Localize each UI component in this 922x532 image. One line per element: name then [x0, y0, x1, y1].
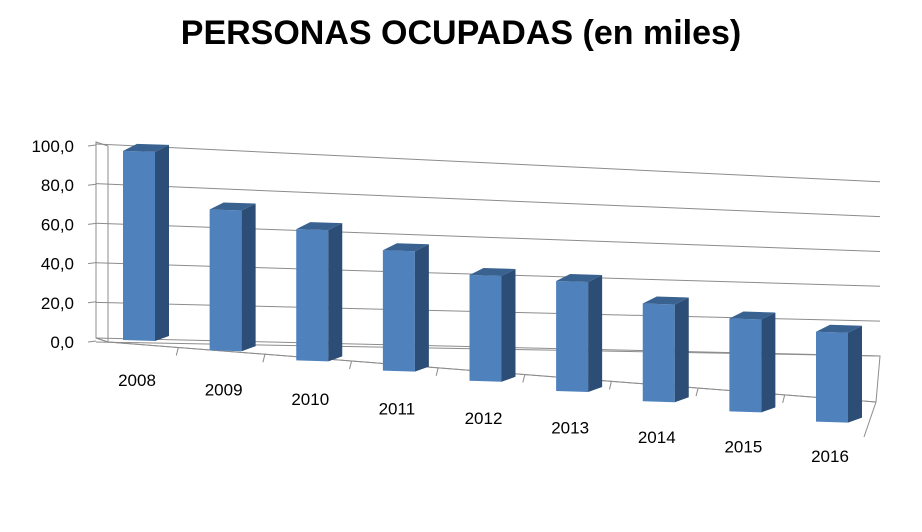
- x-tick-mark: [175, 347, 179, 356]
- y-tick-mark: [87, 340, 97, 343]
- bar-top: [123, 143, 169, 152]
- gridline: [95, 143, 881, 183]
- x-tick-label: 2011: [379, 400, 416, 419]
- bar: [296, 222, 343, 362]
- side-wall: [95, 141, 109, 343]
- y-tick-mark: [87, 222, 97, 225]
- y-tick-mark: [87, 262, 97, 265]
- floor-edge: [863, 401, 877, 438]
- y-tick-label: 0,0: [50, 333, 74, 352]
- bar-side: [501, 268, 516, 382]
- bar: [469, 267, 516, 382]
- chart-title: PERSONAS OCUPADAS (en miles): [180, 14, 742, 52]
- bar-side: [414, 244, 429, 372]
- y-tick-label: 40,0: [41, 255, 74, 274]
- bar: [123, 143, 169, 341]
- bar-side: [155, 144, 169, 341]
- x-tick-mark: [695, 387, 699, 397]
- bar-front: [469, 274, 502, 382]
- x-tick-mark: [608, 381, 612, 390]
- bar-front: [382, 250, 415, 372]
- bar-side: [241, 203, 256, 352]
- x-tick-label: 2016: [811, 447, 849, 466]
- x-tick-label: 2013: [551, 419, 589, 438]
- bar: [556, 274, 603, 392]
- x-tick-label: 2012: [465, 409, 503, 428]
- bar-front: [209, 209, 242, 352]
- x-tick-mark: [349, 360, 353, 370]
- bar: [209, 202, 256, 352]
- bar-top: [729, 311, 776, 320]
- y-tick-label: 20,0: [41, 294, 74, 313]
- bar-top: [469, 267, 516, 276]
- bar-side: [588, 275, 603, 392]
- x-tick-label: 2008: [118, 371, 156, 390]
- bar-front: [556, 281, 589, 392]
- bar-front: [816, 331, 848, 423]
- bar-top: [382, 243, 429, 252]
- x-tick-mark: [522, 374, 526, 383]
- bar-top: [209, 202, 256, 211]
- bar-side: [761, 312, 776, 413]
- y-tick-label: 60,0: [41, 215, 74, 234]
- bar-side: [848, 325, 862, 423]
- y-tick-mark: [87, 301, 97, 304]
- bar: [729, 311, 776, 413]
- x-tick-label: 2010: [291, 390, 329, 409]
- y-tick-label: 100,0: [31, 137, 74, 156]
- x-tick-label: 2014: [638, 428, 676, 447]
- y-tick-mark: [87, 183, 97, 186]
- bar: [382, 243, 429, 372]
- bar-side: [328, 223, 343, 362]
- x-tick-mark: [262, 354, 266, 363]
- y-tick-mark: [87, 144, 97, 147]
- bar: [816, 324, 862, 423]
- gridline: [95, 183, 881, 218]
- bar: [642, 296, 689, 403]
- bar-side: [674, 297, 689, 403]
- bar-top: [296, 222, 343, 231]
- bar-front: [296, 229, 329, 362]
- x-tick-mark: [782, 394, 786, 403]
- x-tick-label: 2009: [205, 381, 243, 400]
- x-tick-mark: [435, 367, 439, 376]
- bars: [123, 143, 862, 423]
- x-tick-label: 2015: [724, 438, 762, 457]
- bar-top: [816, 324, 862, 333]
- bar-front: [729, 318, 762, 413]
- y-tick-label: 80,0: [41, 176, 74, 195]
- bar-top: [556, 274, 603, 283]
- bar-front: [123, 150, 155, 341]
- bar-top: [642, 296, 689, 305]
- bar-front: [642, 303, 675, 403]
- x-axis-ticks: 2008 2009 2010 2011 2012 2013 2014 2015 2016: [118, 347, 849, 466]
- y-axis-ticks: 0,0 20,0 40,0 60,0 80,0 100,0: [31, 137, 97, 352]
